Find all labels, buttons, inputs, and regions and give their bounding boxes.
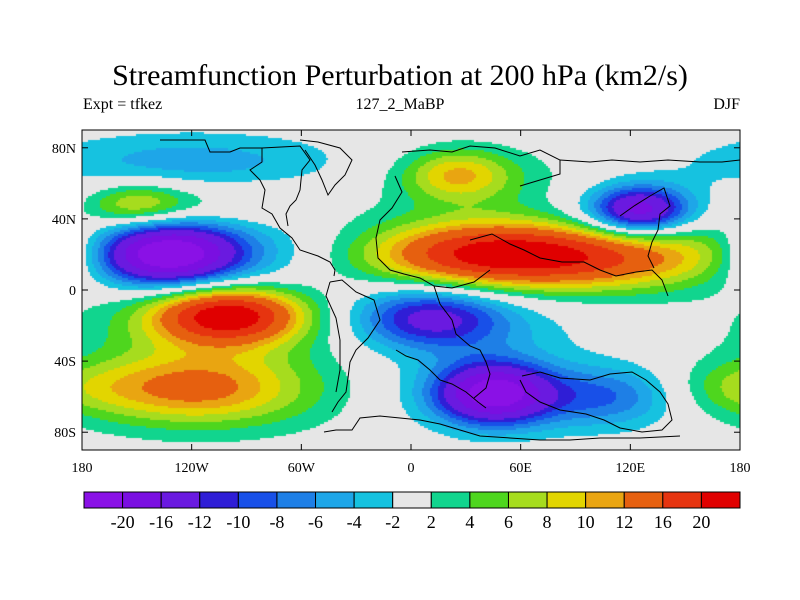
- x-tick-label: 60W: [288, 461, 316, 476]
- colorbar-swatch: [430, 491, 471, 509]
- colorbar-label: -10: [226, 512, 250, 532]
- coastline-europe-west: [375, 175, 491, 289]
- colorbar-label: -16: [149, 512, 173, 532]
- colorbar-swatch: [469, 491, 509, 509]
- colorbar-swatch: [160, 491, 201, 509]
- colorbar-swatch: [199, 491, 239, 509]
- colorbar-swatch: [122, 491, 162, 509]
- colorbar-swatch: [662, 491, 702, 509]
- y-tick-label: 40N: [52, 213, 76, 228]
- coastline-australia: [519, 371, 673, 433]
- coastline-africa-inner: [395, 349, 487, 409]
- experiment-label: Expt = tfkez: [83, 96, 163, 113]
- coastline-east-asia: [619, 187, 671, 269]
- y-tick-label: 80N: [52, 142, 76, 157]
- colorbar-label: -2: [385, 512, 400, 532]
- coastline-asia: [559, 159, 741, 163]
- colorbar-swatch: [623, 491, 664, 509]
- colorbar-swatch: [315, 491, 355, 509]
- axes: 180 120W 60W 0 60E 120E 180 80N 40N 0 40S 80S: [52, 130, 751, 476]
- coastline-south-america: [329, 279, 381, 413]
- colorbar-swatch: [83, 491, 124, 509]
- colorbar-label: 4: [465, 512, 474, 532]
- colorbar-label: -20: [111, 512, 135, 532]
- colorbar-swatch: [392, 491, 432, 509]
- x-tick-label: 180: [72, 461, 93, 476]
- coastline-asia-south: [469, 233, 669, 297]
- colorbar-swatch: [276, 491, 317, 509]
- colorbar-label: 20: [692, 512, 710, 532]
- x-tick-label: 180: [730, 461, 751, 476]
- colorbar-label: 2: [427, 512, 436, 532]
- coastline-antarctica: [323, 415, 681, 441]
- colorbar-label: 6: [504, 512, 513, 532]
- colorbar-swatch: [507, 491, 548, 509]
- y-tick-label: 80S: [54, 426, 76, 441]
- coastline-south-america-west: [325, 281, 341, 393]
- colorbar-label: 16: [654, 512, 672, 532]
- coastline-greenland: [299, 139, 353, 197]
- x-tick-label: 0: [408, 461, 415, 476]
- colorbar-swatch: [237, 491, 278, 509]
- colorbar-label: 12: [615, 512, 633, 532]
- y-tick-label: 40S: [54, 355, 76, 370]
- colorbar-label: -4: [347, 512, 362, 532]
- x-tick-label: 120E: [616, 461, 646, 476]
- coastline-north-america: [160, 139, 336, 277]
- x-tick-label: 120W: [175, 461, 210, 476]
- x-tick-label: 60E: [509, 461, 532, 476]
- coastline-north-america-east: [261, 145, 311, 227]
- case-label: 127_2_MaBP: [355, 96, 445, 113]
- colorbar-label: 10: [577, 512, 595, 532]
- colorbar-swatch: [353, 491, 394, 509]
- coastline-europe: [401, 145, 561, 187]
- colorbar-swatch: [546, 491, 587, 509]
- colorbar-swatch: [585, 491, 625, 509]
- colorbar-label: -8: [269, 512, 284, 532]
- colorbar-label: -6: [308, 512, 323, 532]
- y-tick-label: 0: [69, 284, 76, 299]
- plot-area: [82, 130, 740, 450]
- season-label: DJF: [713, 96, 740, 113]
- colorbar-swatch: [700, 491, 741, 509]
- coastline-africa: [433, 285, 491, 399]
- contour-field: [82, 130, 740, 450]
- coastline-layer: [160, 139, 741, 441]
- colorbar: -20 -16 -12 -10 -8 -6 -4 -2 2 4 6 8 10 12 16 20: [83, 491, 741, 532]
- colorbar-label: -12: [188, 512, 212, 532]
- chart-title: Streamfunction Perturbation at 200 hPa (…: [112, 59, 688, 92]
- colorbar-label: 8: [543, 512, 552, 532]
